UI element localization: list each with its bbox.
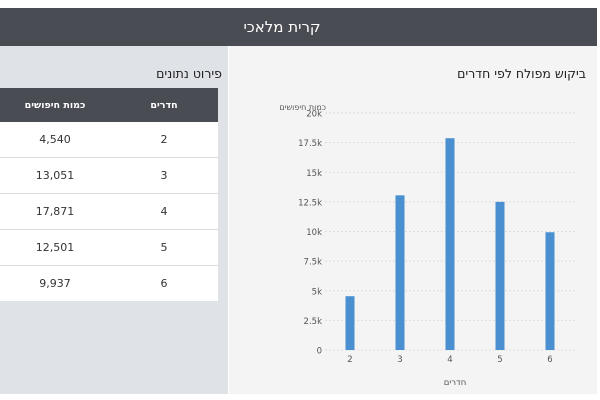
demand-chart-panel: ביקוש מפולח לפי חדרים 0 2.5k 5k 7.5k 10k 12.5…: [229, 46, 597, 394]
bottom-edge: [0, 394, 600, 400]
table-row: 13,051 3: [0, 157, 218, 194]
bar-rooms-5: [495, 201, 505, 350]
column-header-searches: כמות חיפושים: [0, 88, 110, 122]
cell-rooms: 6: [110, 265, 218, 301]
cell-rooms: 5: [110, 229, 218, 266]
x-tick-label: 6: [547, 355, 552, 365]
data-table: כמות חיפושים חדרים 4,540 2 13,051 3 17,8…: [0, 88, 218, 301]
chart-title: ביקוש מפולח לפי חדרים: [457, 66, 586, 81]
table-header-row: כמות חיפושים חדרים: [0, 88, 218, 122]
y-tick-label: 12.5k: [298, 198, 322, 208]
cell-rooms: 3: [110, 157, 218, 194]
y-tick-label: 2.5k: [304, 317, 323, 327]
bar-rooms-2: [345, 296, 355, 350]
x-tick-label: 4: [447, 355, 452, 365]
cell-searches: 9,937: [0, 265, 110, 301]
y-tick-label: 0: [317, 347, 322, 357]
header-bar: קרית מלאכי: [0, 8, 597, 46]
x-tick-label: 2: [347, 355, 352, 365]
x-tick-label: 5: [497, 355, 502, 365]
y-tick-label: 10k: [306, 228, 322, 238]
column-header-rooms: חדרים: [110, 88, 218, 122]
y-tick-label: 15k: [306, 169, 322, 179]
cell-searches: 13,051: [0, 157, 110, 194]
y-tick-label: 7.5k: [304, 258, 323, 268]
cell-rooms: 2: [160, 133, 168, 146]
y-axis-label: כמות חיפושים: [279, 103, 326, 112]
bar-rooms-6: [545, 232, 555, 350]
cell-searches: 17,871: [0, 193, 110, 230]
y-tick-label: 17.5k: [298, 139, 322, 149]
y-tick-label: 20k: [306, 110, 322, 120]
table-title: פירוט נתונים: [156, 66, 222, 81]
table-row: 4,540 2: [0, 122, 218, 158]
cell-searches: 12,501: [0, 229, 110, 266]
bar-chart: 0 2.5k 5k 7.5k 10k 12.5k 15k 17.5k 20k 2 3 4 5 6 כמות …: [279, 103, 575, 388]
bar-rooms-4: [445, 138, 455, 350]
x-tick-label: 3: [397, 355, 402, 365]
bar-rooms-3: [395, 195, 405, 350]
table-row: 9,937 6: [0, 265, 218, 301]
y-tick-label: 5k: [312, 287, 322, 297]
table-row: 12,501 5: [0, 229, 218, 266]
x-axis-label: חדרים: [444, 378, 467, 388]
cell-searches: 4,540: [39, 133, 71, 146]
table-row: 17,871 4: [0, 193, 218, 230]
data-breakdown-panel: פירוט נתונים כמות חיפושים חדרים 4,540 2 …: [0, 46, 228, 394]
cell-rooms: 4: [110, 193, 218, 230]
page-title: קרית מלאכי: [243, 18, 321, 36]
